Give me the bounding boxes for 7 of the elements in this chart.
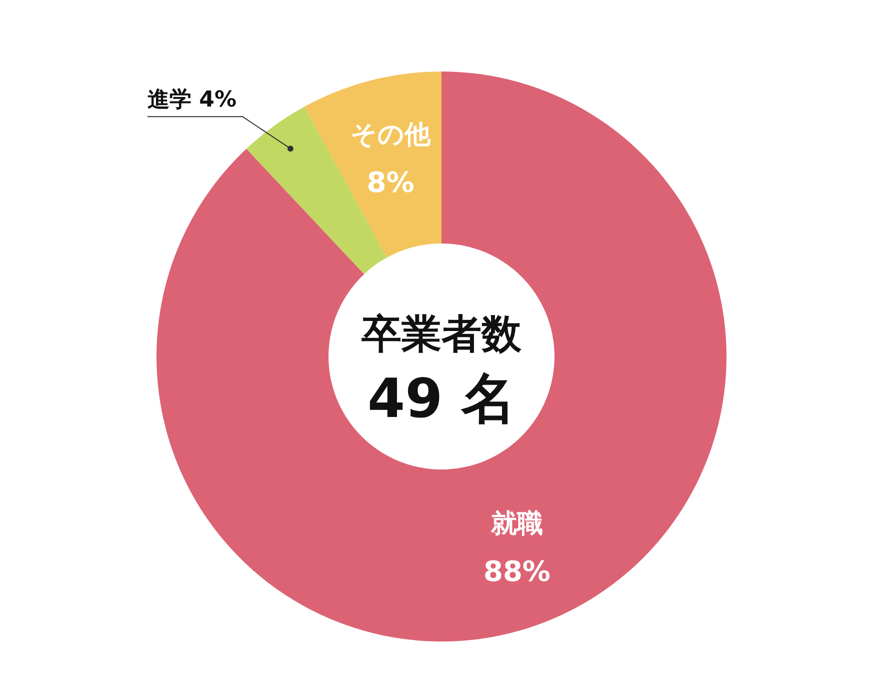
slice-label: 進学 4% [148, 88, 237, 113]
slice-label: 就職 [490, 509, 543, 540]
slice-label: その他 [350, 120, 432, 150]
text: 49 名 [368, 367, 516, 430]
data-label: 8% [366, 166, 414, 199]
data-label: 88% [483, 555, 550, 588]
text: 卒業者数 [360, 312, 522, 358]
